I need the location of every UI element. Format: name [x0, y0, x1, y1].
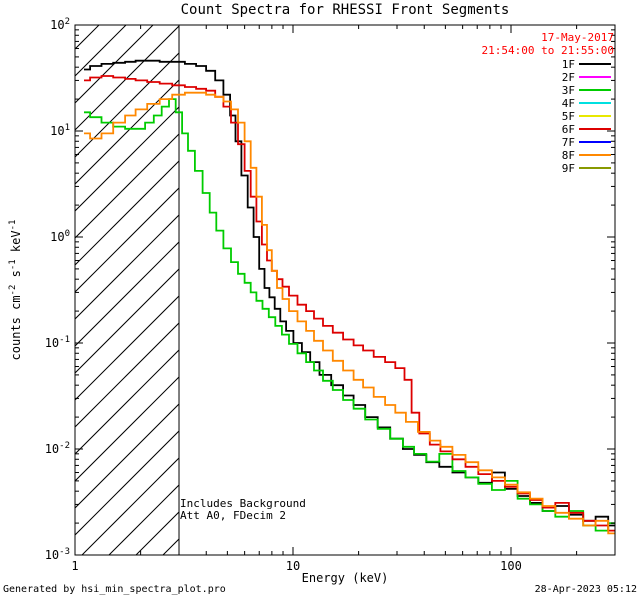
legend-label-1F: 1F — [562, 58, 575, 71]
legend-label-9F: 9F — [562, 162, 575, 175]
y-tick-label: 10-2 — [45, 441, 70, 456]
y-tick-label: 10-1 — [45, 335, 70, 350]
axes: 1 10 100 10-3 10-2 10-1 100 101 102 — [45, 17, 616, 573]
series-8F — [84, 91, 615, 535]
series-3F — [84, 98, 615, 532]
x-tick-label: 100 — [500, 559, 522, 573]
x-tick-label: 10 — [286, 559, 300, 573]
footer-generator: Generated by hsi_min_spectra_plot.pro — [3, 584, 226, 595]
legend-label-6F: 6F — [562, 123, 575, 136]
hatch-region — [75, 25, 180, 555]
legend-label-3F: 3F — [562, 84, 575, 97]
y-tick-label: 102 — [50, 17, 70, 32]
annotation-attenuator-state: Att A0, FDecim 2 — [180, 509, 286, 522]
annotation-includes-background: Includes Background — [180, 497, 306, 510]
legend-label-8F: 8F — [562, 149, 575, 162]
y-tick-label: 100 — [50, 229, 70, 244]
spectra-series — [84, 59, 615, 535]
x-tick-label: 1 — [71, 559, 78, 573]
legend-label-4F: 4F — [562, 97, 575, 110]
legend-label-5F: 5F — [562, 110, 575, 123]
y-tick-label: 10-3 — [45, 547, 70, 562]
x-axis-label: Energy (keV) — [301, 571, 389, 585]
y-tick-label: 101 — [50, 123, 70, 138]
obs-date: 17-May-2017 — [541, 31, 614, 44]
series-6F — [84, 75, 615, 532]
y-axis-label: counts cm-2 s-1 keV-1 — [8, 220, 23, 361]
series-1F — [84, 59, 615, 527]
legend-label-7F: 7F — [562, 136, 575, 149]
obs-time-range: 21:54:00 to 21:55:00 — [481, 44, 614, 57]
footer-timestamp: 28-Apr-2023 05:12 — [534, 584, 637, 595]
legend-label-2F: 2F — [562, 71, 575, 84]
chart-title: Count Spectra for RHESSI Front Segments — [180, 2, 510, 18]
